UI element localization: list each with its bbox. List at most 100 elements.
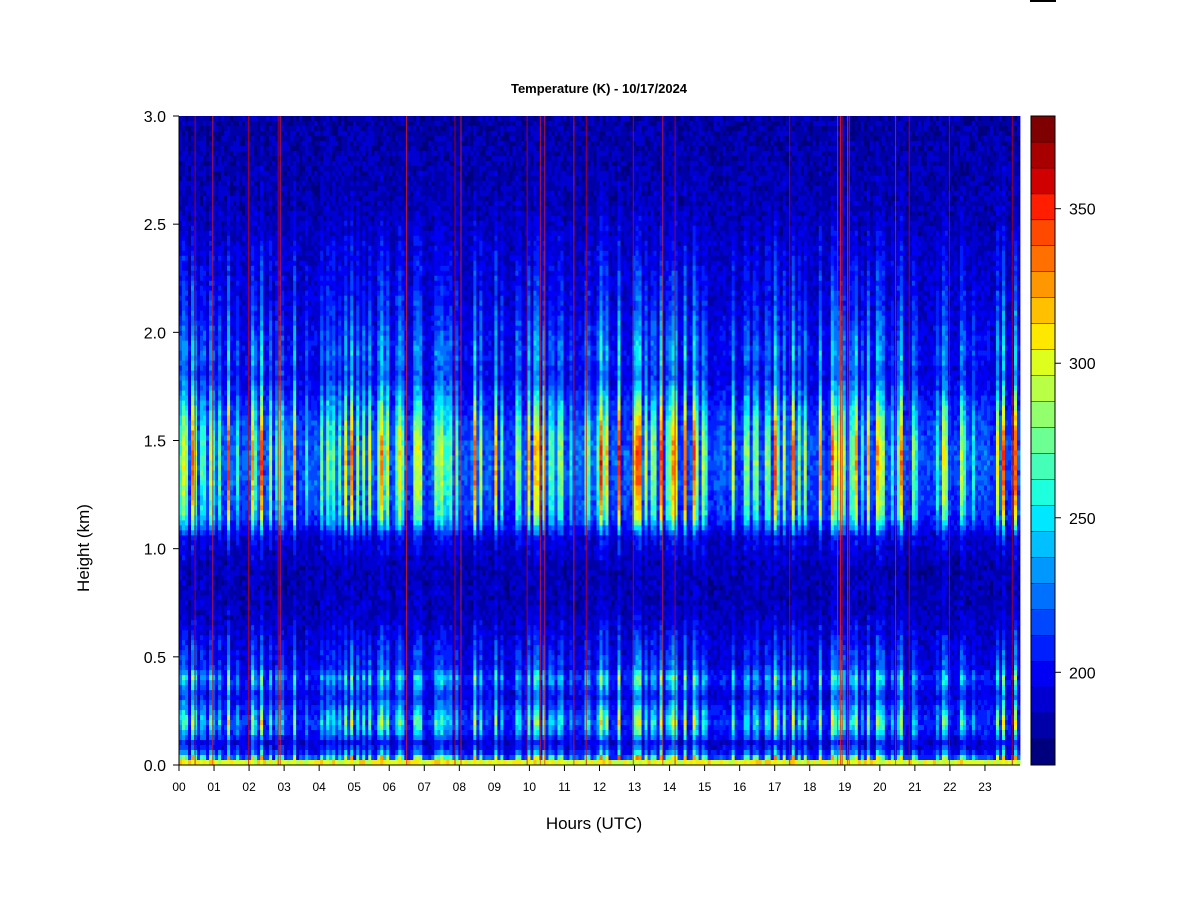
heatmap-cell (542, 190, 546, 197)
heatmap-cell (263, 120, 267, 127)
heatmap-cell (890, 120, 895, 127)
heatmap-cell (962, 116, 967, 122)
heatmap-cell (566, 145, 570, 152)
heatmap-cell (827, 116, 832, 122)
heatmap-cell (614, 120, 618, 127)
heatmap-cell (347, 170, 351, 177)
heatmap-cell (944, 125, 949, 132)
heatmap-cell (635, 155, 639, 162)
heatmap-cell (659, 165, 663, 172)
heatmap-cell (956, 135, 961, 142)
heatmap-cell (197, 160, 201, 167)
heatmap-cell (803, 135, 808, 142)
heatmap-cell (209, 175, 213, 182)
heatmap-cell (1004, 140, 1009, 147)
heatmap-cell (536, 120, 540, 127)
heatmap-cell (842, 145, 847, 152)
heatmap-cell (665, 165, 669, 172)
heatmap-cell (656, 185, 660, 192)
heatmap-cell (503, 135, 507, 142)
heatmap-cell (323, 185, 327, 192)
heatmap-cell (344, 165, 348, 172)
heatmap-cell (524, 170, 528, 177)
heatmap-cell (536, 145, 540, 152)
heatmap-cell (1004, 120, 1009, 127)
heatmap-cell (209, 190, 213, 197)
heatmap-cell (560, 125, 564, 132)
heatmap-cell (548, 116, 552, 122)
heatmap-cell (434, 180, 438, 187)
heatmap-cell (509, 190, 513, 197)
heatmap-cell (626, 160, 630, 167)
heatmap-cell (689, 155, 694, 162)
heatmap-cell (482, 125, 486, 132)
heatmap-cell (419, 135, 423, 142)
heatmap-cell (863, 150, 868, 157)
heatmap-cell (629, 120, 633, 127)
heatmap-cell (1004, 155, 1009, 162)
heatmap-cell (407, 195, 411, 202)
heatmap-cell (704, 175, 709, 182)
heatmap-cell (692, 180, 697, 187)
heatmap-cell (839, 160, 844, 167)
heatmap-cell (455, 160, 459, 167)
heatmap-cell (608, 195, 612, 202)
heatmap-cell (281, 190, 285, 197)
heatmap-cell (311, 185, 315, 192)
heatmap-cell (722, 135, 727, 142)
heatmap-cell (941, 190, 946, 197)
heatmap-cell (320, 116, 324, 122)
heatmap-cell (791, 116, 796, 122)
heatmap-cell (962, 130, 967, 137)
heatmap-cell (755, 155, 760, 162)
heatmap-cell (482, 140, 486, 147)
heatmap-cell (404, 145, 408, 152)
heatmap-cell (818, 116, 823, 122)
heatmap-cell (500, 190, 504, 197)
heatmap-cell (713, 150, 718, 157)
heatmap-cell (698, 125, 703, 132)
heatmap-cell (347, 125, 351, 132)
heatmap-cell (839, 155, 844, 162)
heatmap-cell (854, 185, 859, 192)
heatmap-cell (266, 165, 270, 172)
heatmap-cell (764, 190, 769, 197)
heatmap-cell (836, 175, 841, 182)
heatmap-cell (764, 145, 769, 152)
heatmap-cell (389, 180, 393, 187)
heatmap-cell (251, 125, 255, 132)
heatmap-cell (188, 175, 192, 182)
heatmap-cell (938, 180, 943, 187)
heatmap-cell (929, 180, 934, 187)
heatmap-cell (836, 185, 841, 192)
heatmap-cell (833, 120, 838, 127)
heatmap-cell (788, 125, 793, 132)
heatmap-cell (731, 120, 736, 127)
heatmap-cell (602, 165, 606, 172)
heatmap-cell (248, 140, 252, 147)
heatmap-cell (464, 116, 468, 122)
heatmap-cell (461, 135, 465, 142)
heatmap-cell (287, 175, 291, 182)
heatmap-cell (842, 195, 847, 202)
heatmap-cell (980, 120, 985, 127)
heatmap-cell (305, 170, 309, 177)
heatmap-cell (203, 155, 207, 162)
heatmap-cell (986, 140, 991, 147)
heatmap-cell (713, 170, 718, 177)
heatmap-cell (992, 180, 997, 187)
heatmap-cell (209, 116, 213, 122)
heatmap-cell (854, 195, 859, 202)
heatmap-cell (272, 140, 276, 147)
heatmap-cell (887, 185, 892, 192)
heatmap-cell (254, 170, 258, 177)
heatmap-cell (743, 120, 748, 127)
heatmap-cell (377, 155, 381, 162)
heatmap-cell (284, 130, 288, 137)
heatmap-cell (431, 185, 435, 192)
heatmap-cell (689, 180, 694, 187)
heatmap-cell (350, 175, 354, 182)
heatmap-cell (440, 145, 444, 152)
heatmap-cell (395, 130, 399, 137)
heatmap-cell (401, 180, 405, 187)
